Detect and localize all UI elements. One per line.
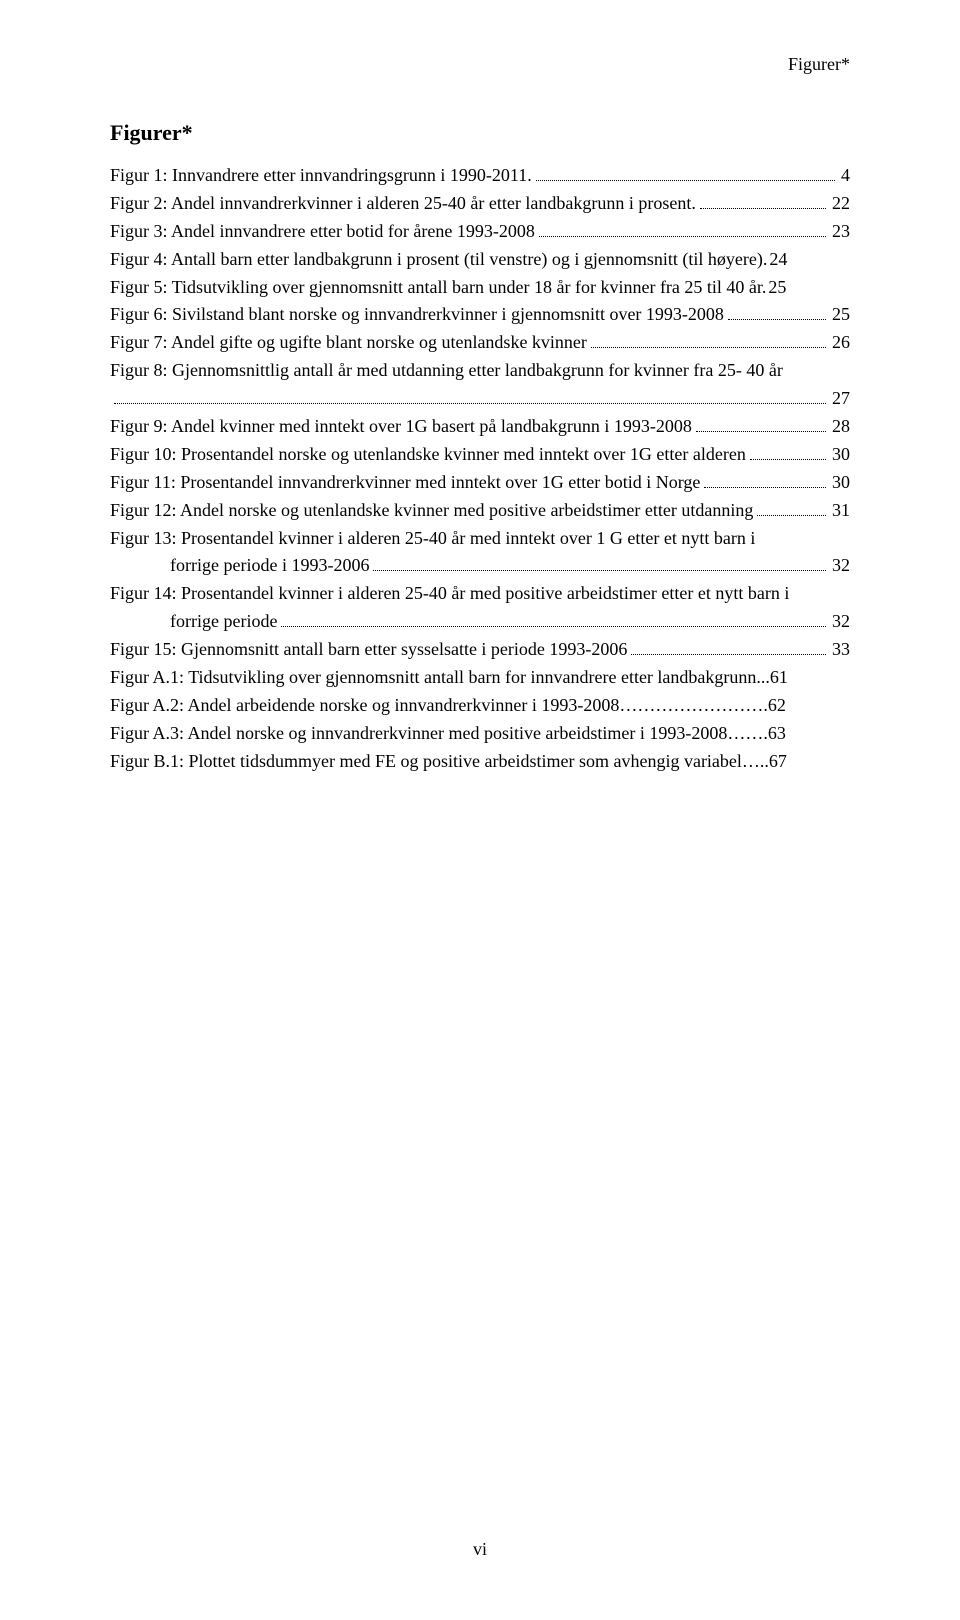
toc-page-number: 26: [830, 329, 850, 357]
toc-leader: [631, 640, 826, 655]
toc-entry: 27: [110, 385, 850, 413]
toc-entry: Figur 12: Andel norske og utenlandske kv…: [110, 497, 850, 525]
toc-page-number: 28: [830, 413, 850, 441]
page-number: vi: [0, 1539, 960, 1560]
list-of-figures: Figur 1: Innvandrere etter innvandringsg…: [110, 162, 850, 776]
toc-leader: [539, 221, 826, 236]
toc-entry-text: Figur 3: Andel innvandrere etter botid f…: [110, 218, 535, 246]
toc-entry-text: Figur 1: Innvandrere etter innvandringsg…: [110, 162, 532, 190]
toc-entry: Figur A.2: Andel arbeidende norske og in…: [110, 692, 850, 720]
toc-leader: [536, 166, 835, 181]
toc-entry: Figur 11: Prosentandel innvandrerkvinner…: [110, 469, 850, 497]
toc-entry: Figur 4: Antall barn etter landbakgrunn …: [110, 246, 850, 274]
toc-page-number: 27: [830, 385, 850, 413]
toc-entry-text: Figur 9: Andel kvinner med inntekt over …: [110, 413, 692, 441]
toc-entry: forrige periode i 1993-2006 32: [110, 552, 850, 580]
toc-entry-text: Figur 5: Tidsutvikling over gjennomsnitt…: [110, 274, 766, 302]
toc-entry: forrige periode 32: [110, 608, 850, 636]
toc-entry: Figur 13: Prosentandel kvinner i alderen…: [110, 525, 850, 553]
toc-leader: [696, 417, 826, 432]
toc-entry: Figur 3: Andel innvandrere etter botid f…: [110, 218, 850, 246]
running-header: Figurer*: [788, 54, 850, 75]
toc-entry: Figur 14: Prosentandel kvinner i alderen…: [110, 580, 850, 608]
toc-leader: [281, 612, 826, 627]
toc-page-number: 30: [830, 469, 850, 497]
toc-entry: Figur 1: Innvandrere etter innvandringsg…: [110, 162, 850, 190]
toc-entry: Figur 2: Andel innvandrerkvinner i alder…: [110, 190, 850, 218]
toc-entry-text: Figur 12: Andel norske og utenlandske kv…: [110, 497, 753, 525]
toc-entry-text: Figur 10: Prosentandel norske og utenlan…: [110, 441, 746, 469]
toc-entry: Figur 7: Andel gifte og ugifte blant nor…: [110, 329, 850, 357]
toc-entry: Figur A.3: Andel norske og innvandrerkvi…: [110, 720, 850, 748]
toc-entry-text: Figur 7: Andel gifte og ugifte blant nor…: [110, 329, 587, 357]
toc-entry: Figur 15: Gjennomsnitt antall barn etter…: [110, 636, 850, 664]
toc-page-number: 22: [830, 190, 850, 218]
toc-entry-text: Figur 6: Sivilstand blant norske og innv…: [110, 301, 724, 329]
toc-entry-text: Figur 11: Prosentandel innvandrerkvinner…: [110, 469, 700, 497]
toc-page-number: 25: [766, 274, 786, 302]
toc-page-number: 30: [830, 441, 850, 469]
toc-entry: Figur 8: Gjennomsnittlig antall år med u…: [110, 357, 850, 385]
toc-page-number: 32: [830, 552, 850, 580]
toc-leader: [591, 333, 826, 348]
toc-entry-text: Figur 15: Gjennomsnitt antall barn etter…: [110, 636, 627, 664]
toc-leader: [704, 473, 826, 488]
toc-leader: [757, 500, 826, 515]
toc-page-number: 23: [830, 218, 850, 246]
toc-leader: [700, 194, 826, 209]
toc-leader: [728, 305, 826, 320]
toc-entry-text: forrige periode i 1993-2006: [170, 552, 369, 580]
toc-entry-text: Figur 4: Antall barn etter landbakgrunn …: [110, 246, 767, 274]
toc-page-number: 24: [767, 246, 787, 274]
toc-leader: [750, 445, 826, 460]
toc-entry: Figur 6: Sivilstand blant norske og innv…: [110, 301, 850, 329]
toc-page-number: 32: [830, 608, 850, 636]
toc-page-number: 31: [830, 497, 850, 525]
toc-entry-text: forrige periode: [170, 608, 277, 636]
page-title: Figurer*: [110, 120, 850, 146]
toc-entry: Figur 9: Andel kvinner med inntekt over …: [110, 413, 850, 441]
toc-leader: [114, 389, 826, 404]
toc-entry: Figur 5: Tidsutvikling over gjennomsnitt…: [110, 274, 850, 302]
toc-page-number: 33: [830, 636, 850, 664]
toc-page-number: 4: [839, 162, 850, 190]
toc-entry: Figur A.1: Tidsutvikling over gjennomsni…: [110, 664, 850, 692]
toc-page-number: 25: [830, 301, 850, 329]
toc-leader: [373, 556, 826, 571]
toc-entry: Figur 10: Prosentandel norske og utenlan…: [110, 441, 850, 469]
toc-entry-text: Figur 2: Andel innvandrerkvinner i alder…: [110, 190, 696, 218]
toc-entry: Figur B.1: Plottet tidsdummyer med FE og…: [110, 748, 850, 776]
